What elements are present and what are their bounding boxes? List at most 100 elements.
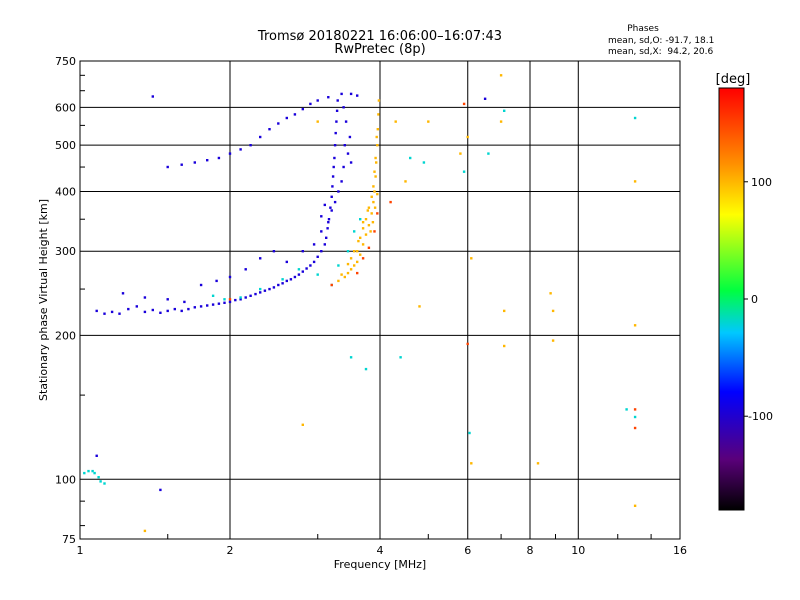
data-point bbox=[503, 309, 506, 313]
data-point bbox=[228, 152, 232, 155]
data-point bbox=[376, 144, 379, 147]
data-point bbox=[349, 161, 353, 164]
data-point bbox=[359, 253, 362, 256]
data-point bbox=[409, 156, 412, 160]
data-point bbox=[346, 262, 350, 266]
data-point bbox=[336, 99, 339, 102]
y-tick-label: 400 bbox=[55, 185, 76, 198]
data-point bbox=[301, 270, 304, 273]
x-tick-label: 6 bbox=[464, 544, 471, 557]
data-point bbox=[223, 298, 226, 301]
data-point bbox=[244, 268, 247, 271]
data-point bbox=[327, 221, 330, 224]
colorbar bbox=[718, 87, 745, 511]
data-point bbox=[346, 152, 350, 155]
data-point bbox=[377, 99, 381, 102]
data-point bbox=[369, 230, 372, 233]
data-point bbox=[349, 257, 353, 260]
data-point bbox=[268, 287, 271, 291]
phases-stat-x: mean, sd,X: 94.2, 20.6 bbox=[608, 47, 714, 57]
data-point bbox=[277, 283, 280, 287]
data-point bbox=[344, 120, 348, 123]
data-point bbox=[103, 482, 106, 485]
data-point bbox=[215, 279, 218, 283]
data-point bbox=[499, 120, 503, 123]
x-tick-label: 10 bbox=[571, 544, 585, 557]
data-point bbox=[99, 480, 102, 483]
data-point bbox=[166, 165, 169, 169]
data-point bbox=[466, 135, 469, 139]
data-point bbox=[289, 278, 293, 281]
data-point bbox=[422, 161, 426, 164]
data-point bbox=[316, 255, 319, 258]
data-point bbox=[340, 273, 343, 276]
data-point bbox=[404, 180, 407, 183]
data-point bbox=[633, 426, 637, 430]
data-point bbox=[359, 218, 362, 221]
grid-lines bbox=[80, 61, 680, 539]
data-point bbox=[173, 307, 176, 311]
data-point bbox=[503, 109, 506, 112]
data-point bbox=[143, 310, 147, 314]
data-point bbox=[281, 278, 284, 281]
data-point bbox=[633, 180, 637, 183]
data-point bbox=[343, 144, 346, 147]
data-point bbox=[259, 287, 262, 291]
data-point bbox=[259, 257, 262, 260]
data-point bbox=[625, 408, 628, 411]
scatter-points bbox=[83, 74, 637, 533]
data-point bbox=[309, 102, 312, 106]
data-point bbox=[95, 309, 98, 313]
data-point bbox=[305, 267, 308, 270]
data-point bbox=[330, 283, 333, 287]
data-point bbox=[293, 275, 297, 279]
data-point bbox=[239, 148, 242, 151]
data-point bbox=[316, 120, 319, 123]
data-point bbox=[249, 294, 252, 297]
data-point bbox=[151, 308, 154, 312]
data-point bbox=[376, 192, 379, 196]
data-point bbox=[159, 311, 162, 314]
data-point bbox=[323, 243, 326, 246]
data-point bbox=[244, 296, 247, 299]
data-point bbox=[103, 312, 106, 315]
data-point bbox=[285, 260, 288, 264]
data-point bbox=[239, 298, 242, 301]
data-point bbox=[272, 250, 276, 253]
data-point bbox=[143, 296, 147, 299]
chart-subtitle: RwPretec (8p) bbox=[334, 42, 425, 57]
data-point bbox=[377, 113, 380, 116]
data-point bbox=[110, 310, 114, 314]
data-point bbox=[361, 243, 365, 246]
data-point bbox=[83, 471, 86, 475]
data-point bbox=[373, 206, 377, 209]
data-point bbox=[217, 302, 221, 305]
y-tick-label: 600 bbox=[55, 101, 76, 114]
data-point bbox=[228, 300, 232, 304]
data-point bbox=[361, 227, 365, 230]
x-axis-label: Frequency [MHz] bbox=[334, 558, 426, 571]
data-point bbox=[93, 471, 96, 475]
data-point bbox=[371, 221, 375, 224]
data-point bbox=[376, 128, 379, 131]
data-point bbox=[370, 195, 373, 198]
data-point bbox=[466, 342, 469, 346]
phases-title: Phases bbox=[627, 24, 659, 34]
data-point bbox=[499, 74, 503, 77]
data-point bbox=[372, 185, 375, 188]
data-point bbox=[180, 163, 183, 166]
data-point bbox=[337, 264, 340, 267]
data-point bbox=[364, 367, 368, 371]
data-point bbox=[367, 246, 371, 249]
data-point bbox=[316, 273, 319, 276]
data-point bbox=[359, 236, 362, 239]
data-point bbox=[183, 300, 186, 304]
data-point bbox=[366, 209, 369, 212]
data-point bbox=[254, 292, 257, 296]
data-point bbox=[330, 195, 333, 198]
data-point bbox=[239, 296, 242, 299]
data-point bbox=[199, 283, 203, 287]
data-point bbox=[367, 224, 371, 227]
data-point bbox=[353, 264, 356, 267]
